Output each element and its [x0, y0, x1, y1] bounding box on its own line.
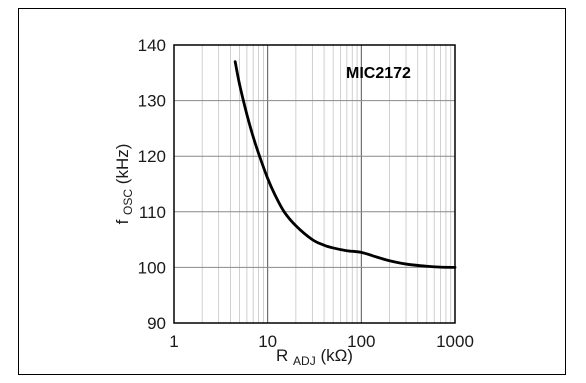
x-axis-title: R ADJ (kΩ): [276, 346, 353, 369]
y-tick-label: 140: [138, 36, 166, 55]
x-tick-label: 1000: [436, 332, 474, 351]
x-tick-label: 10: [258, 332, 277, 351]
minor-gridlines: [201, 45, 452, 323]
chart-tag-label: MIC2172: [346, 65, 411, 82]
x-axis-title-main: R: [276, 346, 288, 365]
x-tick-labels: 1 10 100 1000: [169, 332, 474, 351]
plot-border: [173, 44, 456, 324]
x-axis-title-sub: ADJ: [293, 354, 316, 368]
y-tick-label: 100: [138, 258, 166, 277]
y-tick-label: 120: [138, 147, 166, 166]
series-layer: [233, 60, 457, 269]
y-axis-title: f OSC (kHz): [113, 144, 136, 225]
y-tick-labels: 90 100 110 120 130 140: [138, 36, 166, 333]
y-axis-title-main: f: [113, 219, 132, 224]
y-tick-label: 130: [138, 92, 166, 111]
y-axis-title-sub: OSC: [121, 189, 135, 215]
series-line: [233, 60, 457, 269]
x-tick-label: 1: [169, 332, 178, 351]
y-axis-title-unit: (kHz): [113, 144, 132, 185]
x-axis-title-unit: (kΩ): [320, 346, 353, 365]
y-tick-label: 110: [139, 203, 166, 222]
x-tick-label: 100: [347, 332, 375, 351]
chart-frame: [18, 8, 566, 375]
major-gridlines: [174, 45, 455, 323]
y-tick-label: 90: [147, 314, 166, 333]
